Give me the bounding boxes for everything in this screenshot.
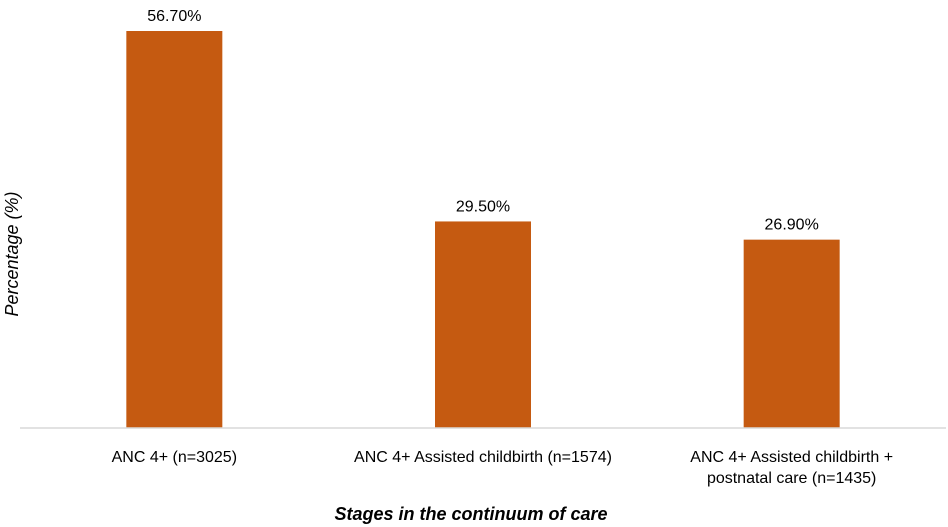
- category-label-line: postnatal care (n=1435): [707, 470, 876, 487]
- category-labels-group: ANC 4+ (n=3025) ANC 4+ Assisted childbirt…: [112, 449, 893, 487]
- data-label-3: 26.90%: [765, 217, 819, 234]
- data-labels-group: 56.70% 29.50% 26.90%: [147, 8, 819, 234]
- bar-3: [743, 239, 840, 428]
- category-label-3: ANC 4+ Assisted childbirth + postnatal ca…: [690, 449, 893, 487]
- category-label-1: ANC 4+ (n=3025): [112, 449, 237, 466]
- bar-1: [126, 31, 223, 428]
- y-axis-title: Percentage (%): [2, 191, 22, 316]
- bar-2: [435, 221, 531, 428]
- data-label-2: 29.50%: [456, 198, 510, 215]
- category-label-line: ANC 4+ Assisted childbirth +: [690, 449, 893, 466]
- category-label-2: ANC 4+ Assisted childbirth (n=1574): [354, 449, 612, 466]
- x-axis-title: Stages in the continuum of care: [334, 504, 607, 524]
- category-label-line: ANC 4+ Assisted childbirth (n=1574): [354, 449, 612, 466]
- bars-group: [126, 31, 840, 428]
- data-label-1: 56.70%: [147, 8, 201, 25]
- category-label-line: ANC 4+ (n=3025): [112, 449, 237, 466]
